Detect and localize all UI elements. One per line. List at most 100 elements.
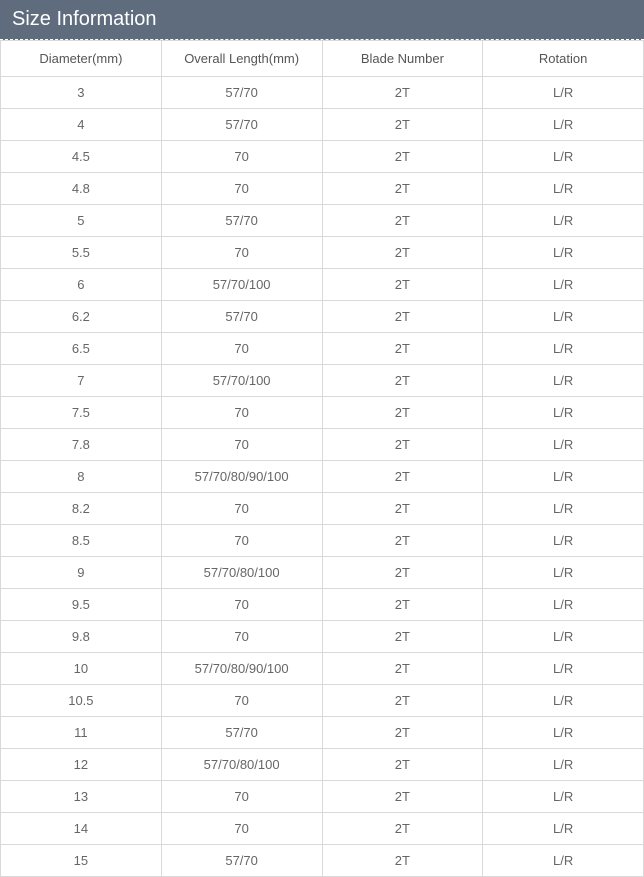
table-cell: 5 — [1, 205, 162, 237]
table-cell: L/R — [483, 621, 644, 653]
table-cell: 2T — [322, 237, 483, 269]
table-cell: L/R — [483, 461, 644, 493]
size-table: Diameter(mm) Overall Length(mm) Blade Nu… — [0, 40, 644, 877]
table-cell: 2T — [322, 525, 483, 557]
table-cell: L/R — [483, 845, 644, 877]
table-cell: 70 — [161, 813, 322, 845]
col-diameter: Diameter(mm) — [1, 41, 162, 77]
table-cell: 57/70 — [161, 845, 322, 877]
table-cell: 70 — [161, 589, 322, 621]
table-cell: 2T — [322, 173, 483, 205]
table-cell: 5.5 — [1, 237, 162, 269]
table-cell: 57/70 — [161, 205, 322, 237]
table-cell: 70 — [161, 141, 322, 173]
table-cell: 57/70/100 — [161, 269, 322, 301]
table-cell: L/R — [483, 429, 644, 461]
table-cell: 57/70/100 — [161, 365, 322, 397]
table-header-row: Diameter(mm) Overall Length(mm) Blade Nu… — [1, 41, 644, 77]
table-cell: 57/70/80/90/100 — [161, 461, 322, 493]
table-cell: 2T — [322, 461, 483, 493]
table-cell: L/R — [483, 141, 644, 173]
table-row: 9.5702TL/R — [1, 589, 644, 621]
table-cell: L/R — [483, 77, 644, 109]
table-cell: 6.5 — [1, 333, 162, 365]
table-cell: L/R — [483, 717, 644, 749]
table-row: 8.2702TL/R — [1, 493, 644, 525]
table-row: 457/702TL/R — [1, 109, 644, 141]
table-cell: 57/70 — [161, 717, 322, 749]
table-cell: 2T — [322, 493, 483, 525]
table-row: 7.5702TL/R — [1, 397, 644, 429]
table-row: 1557/702TL/R — [1, 845, 644, 877]
table-cell: 70 — [161, 429, 322, 461]
table-cell: 70 — [161, 493, 322, 525]
table-cell: 10 — [1, 653, 162, 685]
table-cell: 2T — [322, 141, 483, 173]
col-blade: Blade Number — [322, 41, 483, 77]
table-cell: 11 — [1, 717, 162, 749]
table-cell: 8.5 — [1, 525, 162, 557]
table-cell: 57/70 — [161, 109, 322, 141]
table-row: 557/702TL/R — [1, 205, 644, 237]
table-cell: 2T — [322, 333, 483, 365]
table-cell: 3 — [1, 77, 162, 109]
table-cell: L/R — [483, 813, 644, 845]
table-cell: L/R — [483, 333, 644, 365]
table-cell: 70 — [161, 781, 322, 813]
table-cell: 57/70 — [161, 301, 322, 333]
table-cell: 9.8 — [1, 621, 162, 653]
table-row: 14702TL/R — [1, 813, 644, 845]
table-cell: 8 — [1, 461, 162, 493]
table-cell: 70 — [161, 237, 322, 269]
table-cell: 2T — [322, 397, 483, 429]
table-cell: L/R — [483, 301, 644, 333]
table-cell: 2T — [322, 717, 483, 749]
table-row: 9.8702TL/R — [1, 621, 644, 653]
table-cell: 2T — [322, 845, 483, 877]
table-cell: 2T — [322, 557, 483, 589]
table-cell: 7 — [1, 365, 162, 397]
table-cell: 13 — [1, 781, 162, 813]
table-cell: 2T — [322, 301, 483, 333]
table-cell: 9 — [1, 557, 162, 589]
table-row: 4.5702TL/R — [1, 141, 644, 173]
table-cell: 10.5 — [1, 685, 162, 717]
table-row: 13702TL/R — [1, 781, 644, 813]
table-cell: L/R — [483, 557, 644, 589]
table-cell: 2T — [322, 685, 483, 717]
table-cell: 57/70/80/100 — [161, 557, 322, 589]
table-row: 6.257/702TL/R — [1, 301, 644, 333]
table-cell: 2T — [322, 109, 483, 141]
table-body: 357/702TL/R457/702TL/R4.5702TL/R4.8702TL… — [1, 77, 644, 877]
section-title: Size Information — [0, 0, 644, 40]
table-cell: 2T — [322, 589, 483, 621]
table-cell: 9.5 — [1, 589, 162, 621]
table-cell: 57/70/80/90/100 — [161, 653, 322, 685]
table-cell: L/R — [483, 685, 644, 717]
table-cell: L/R — [483, 205, 644, 237]
table-row: 6.5702TL/R — [1, 333, 644, 365]
table-cell: 2T — [322, 653, 483, 685]
table-cell: L/R — [483, 173, 644, 205]
table-row: 857/70/80/90/1002TL/R — [1, 461, 644, 493]
table-cell: 70 — [161, 333, 322, 365]
table-cell: 70 — [161, 397, 322, 429]
table-cell: 70 — [161, 621, 322, 653]
col-length: Overall Length(mm) — [161, 41, 322, 77]
table-cell: 6.2 — [1, 301, 162, 333]
table-cell: L/R — [483, 589, 644, 621]
table-cell: 70 — [161, 173, 322, 205]
table-cell: 7.5 — [1, 397, 162, 429]
table-cell: 14 — [1, 813, 162, 845]
table-row: 957/70/80/1002TL/R — [1, 557, 644, 589]
table-cell: 2T — [322, 429, 483, 461]
table-cell: L/R — [483, 269, 644, 301]
table-row: 4.8702TL/R — [1, 173, 644, 205]
table-cell: 2T — [322, 621, 483, 653]
table-cell: 70 — [161, 685, 322, 717]
table-cell: 4 — [1, 109, 162, 141]
table-cell: 7.8 — [1, 429, 162, 461]
table-cell: 2T — [322, 205, 483, 237]
table-row: 10.5702TL/R — [1, 685, 644, 717]
table-cell: L/R — [483, 525, 644, 557]
